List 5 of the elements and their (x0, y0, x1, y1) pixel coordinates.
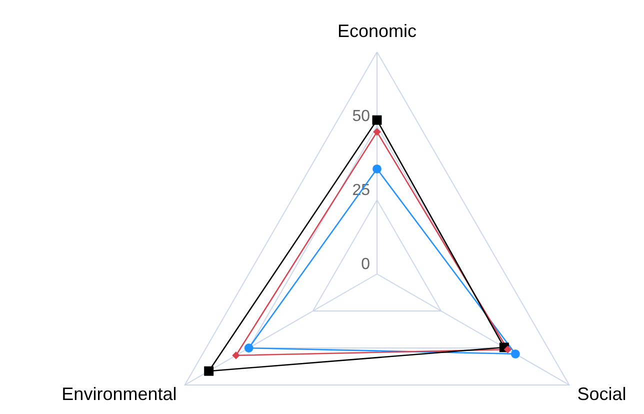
spoke-label: Environmental (62, 384, 177, 404)
spoke-label: Social (577, 384, 626, 404)
spoke-label: Economic (337, 21, 417, 41)
y-tick-label: 0 (361, 256, 370, 273)
y-tick-label: 50 (352, 108, 370, 125)
